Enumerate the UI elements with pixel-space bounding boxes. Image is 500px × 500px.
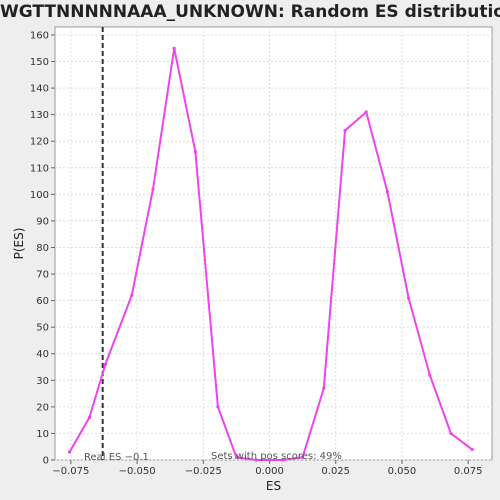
y-tick-label: 150 (30, 57, 49, 68)
y-tick-label: 80 (36, 243, 49, 254)
data-point (193, 150, 197, 154)
chart-title: WGTTNNNNNAAA_UNKNOWN: Random ES distribu… (0, 2, 500, 22)
y-tick-label: 110 (30, 163, 49, 174)
y-tick-label: 50 (36, 323, 49, 334)
y-tick-label: 70 (36, 270, 49, 281)
data-point (428, 373, 432, 377)
data-points (67, 46, 474, 462)
x-tick-label: 0.075 (454, 466, 483, 477)
real-es-label: Real ES −0.1 (84, 452, 149, 463)
data-point (267, 458, 272, 462)
y-tick-label: 40 (36, 349, 49, 360)
y-tick-label: 0 (43, 456, 49, 467)
x-tick-label: −0.025 (185, 466, 222, 477)
y-tick-label: 100 (30, 190, 49, 201)
y-tick-label: 20 (36, 402, 49, 413)
x-axis-label: ES (266, 479, 281, 493)
data-point (103, 362, 107, 366)
y-tick-label: 160 (30, 30, 49, 41)
data-point (406, 296, 411, 300)
x-axis: −0.075 −0.050 −0.025 0.000 0.025 0.050 0.075 (52, 460, 482, 477)
plot-area (54, 26, 493, 461)
x-tick-label: 0.025 (321, 466, 350, 477)
y-tick-label: 30 (36, 376, 49, 387)
x-tick-label: −0.050 (119, 466, 156, 477)
x-tick-label: 0.000 (255, 466, 284, 477)
y-axis: 0 10 20 30 40 50 60 70 80 90 100 110 120 130 140 150 160 (30, 30, 55, 467)
pos-scores-label: Sets with pos scores: 49% (211, 451, 342, 462)
data-point (470, 447, 474, 451)
data-point (172, 46, 176, 50)
data-point (301, 455, 305, 459)
x-tick-label: −0.075 (52, 466, 89, 477)
data-point (364, 110, 368, 114)
data-point (254, 458, 258, 462)
y-tick-label: 10 (36, 429, 49, 440)
data-point (385, 190, 389, 194)
x-tick-label: 0.050 (388, 466, 417, 477)
data-point (449, 431, 453, 436)
data-point (281, 458, 285, 462)
data-point (322, 386, 326, 390)
data-point (87, 415, 92, 420)
y-tick-label: 140 (30, 84, 49, 95)
data-point (234, 455, 239, 459)
data-point (216, 405, 220, 409)
data-point (130, 293, 134, 297)
y-tick-label: 90 (36, 216, 49, 227)
y-tick-label: 120 (30, 137, 49, 148)
data-point (67, 450, 72, 454)
data-point (343, 129, 347, 133)
y-tick-label: 60 (36, 296, 49, 307)
y-axis-label: P(ES) (12, 228, 26, 260)
data-point (151, 187, 155, 191)
y-tick-label: 130 (30, 110, 49, 121)
